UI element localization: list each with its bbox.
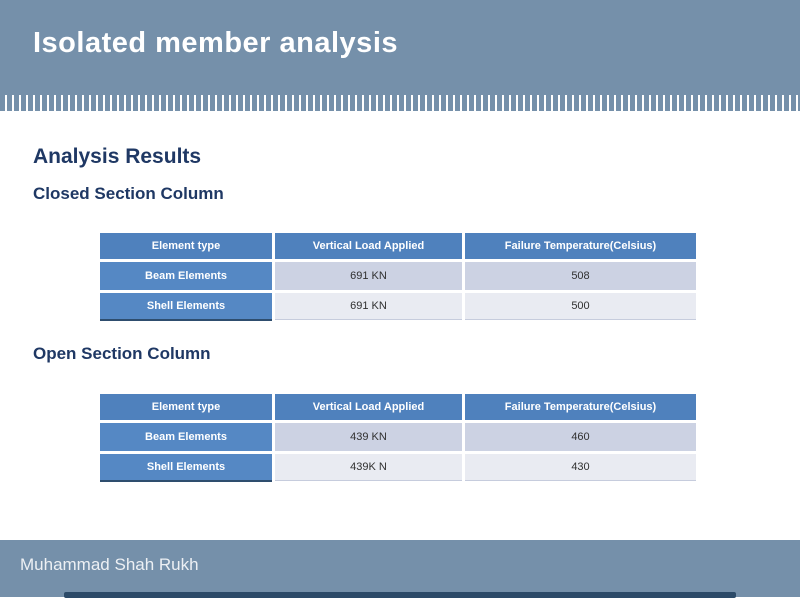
cell-shell-load: 439K N: [275, 454, 462, 480]
footer-bar: Muhammad Shah Rukh: [0, 540, 800, 597]
cell-beam-temperature: 508: [465, 262, 696, 290]
cell-beam-temperature: 460: [465, 423, 696, 451]
bottom-accent-bar: [64, 592, 736, 598]
row-header-shell-elements: Shell Elements: [100, 293, 272, 319]
column-header-vertical-load: Vertical Load Applied: [275, 394, 462, 420]
column-header-element-type: Element type: [100, 394, 272, 420]
column-header-element-type: Element type: [100, 233, 272, 259]
page-title: Analysis Results: [33, 145, 202, 168]
column-header-failure-temperature: Failure Temperature(Celsius): [465, 233, 696, 259]
tick-pattern-divider: [0, 95, 800, 111]
column-header-vertical-load: Vertical Load Applied: [275, 233, 462, 259]
row-header-beam-elements: Beam Elements: [100, 423, 272, 451]
row-header-beam-elements: Beam Elements: [100, 262, 272, 290]
cell-beam-load: 691 KN: [275, 262, 462, 290]
cell-shell-temperature: 500: [465, 293, 696, 319]
subheading-closed-section: Closed Section Column: [33, 184, 224, 203]
open-section-table: Element type Vertical Load Applied Failu…: [100, 394, 696, 480]
cell-shell-temperature: 430: [465, 454, 696, 480]
row-header-shell-elements: Shell Elements: [100, 454, 272, 480]
slide-title: Isolated member analysis: [33, 27, 398, 59]
author-name: Muhammad Shah Rukh: [20, 555, 199, 574]
cell-shell-load: 691 KN: [275, 293, 462, 319]
column-header-failure-temperature: Failure Temperature(Celsius): [465, 394, 696, 420]
closed-section-table: Element type Vertical Load Applied Failu…: [100, 233, 696, 319]
cell-beam-load: 439 KN: [275, 423, 462, 451]
title-bar: Isolated member analysis: [0, 0, 800, 95]
subheading-open-section: Open Section Column: [33, 344, 211, 363]
